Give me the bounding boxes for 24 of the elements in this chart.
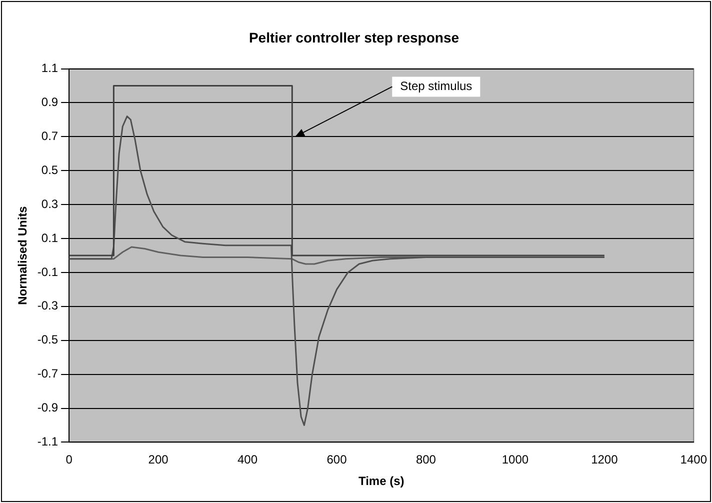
- x-tick-label: 600: [326, 452, 348, 467]
- y-tick-label: 0.7: [41, 129, 58, 144]
- y-tick-label: -0.5: [37, 332, 58, 347]
- y-tick-label: 0.5: [41, 162, 58, 177]
- y-tick-label: -0.9: [37, 400, 58, 415]
- y-tick-label: -1.1: [37, 434, 58, 449]
- x-tick-label: 0: [66, 452, 73, 467]
- chart-title: Peltier controller step response: [248, 29, 460, 46]
- x-tick-label: 1000: [502, 452, 529, 467]
- annotation: Step stimulus: [400, 79, 472, 94]
- x-tick-label: 200: [148, 452, 169, 467]
- x-tick-label: 1200: [591, 452, 618, 467]
- x-axis-title: Time (s): [358, 474, 404, 488]
- x-tick-label: 1400: [680, 452, 708, 467]
- y-tick-label: 0.3: [41, 196, 58, 211]
- y-axis-title: Normalised Units: [16, 206, 30, 305]
- y-tick-label: -0.1: [37, 264, 58, 279]
- x-tick-label: 800: [416, 452, 436, 467]
- y-tick-label: 1.1: [41, 61, 58, 76]
- x-tick-label: 400: [238, 452, 258, 467]
- y-tick-label: 0.1: [41, 230, 58, 245]
- y-tick-label: -0.7: [37, 366, 58, 381]
- y-tick-label: -0.3: [37, 298, 58, 313]
- y-tick-label: 0.9: [41, 95, 58, 110]
